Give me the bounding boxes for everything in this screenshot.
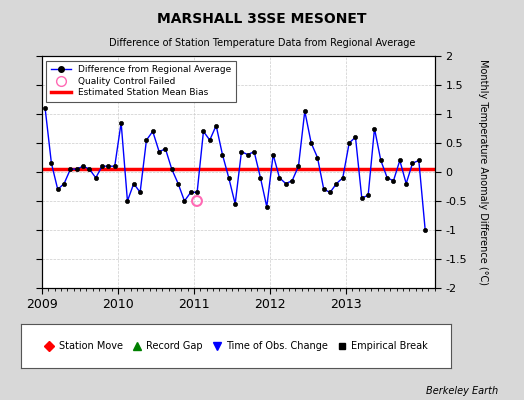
- Text: Berkeley Earth: Berkeley Earth: [425, 386, 498, 396]
- Text: MARSHALL 3SSE MESONET: MARSHALL 3SSE MESONET: [157, 12, 367, 26]
- Legend: Station Move, Record Gap, Time of Obs. Change, Empirical Break: Station Move, Record Gap, Time of Obs. C…: [39, 337, 432, 355]
- Y-axis label: Monthly Temperature Anomaly Difference (°C): Monthly Temperature Anomaly Difference (…: [478, 59, 488, 285]
- Text: Difference of Station Temperature Data from Regional Average: Difference of Station Temperature Data f…: [109, 38, 415, 48]
- Point: [193, 198, 201, 204]
- Legend: Difference from Regional Average, Quality Control Failed, Estimated Station Mean: Difference from Regional Average, Qualit…: [47, 60, 236, 102]
